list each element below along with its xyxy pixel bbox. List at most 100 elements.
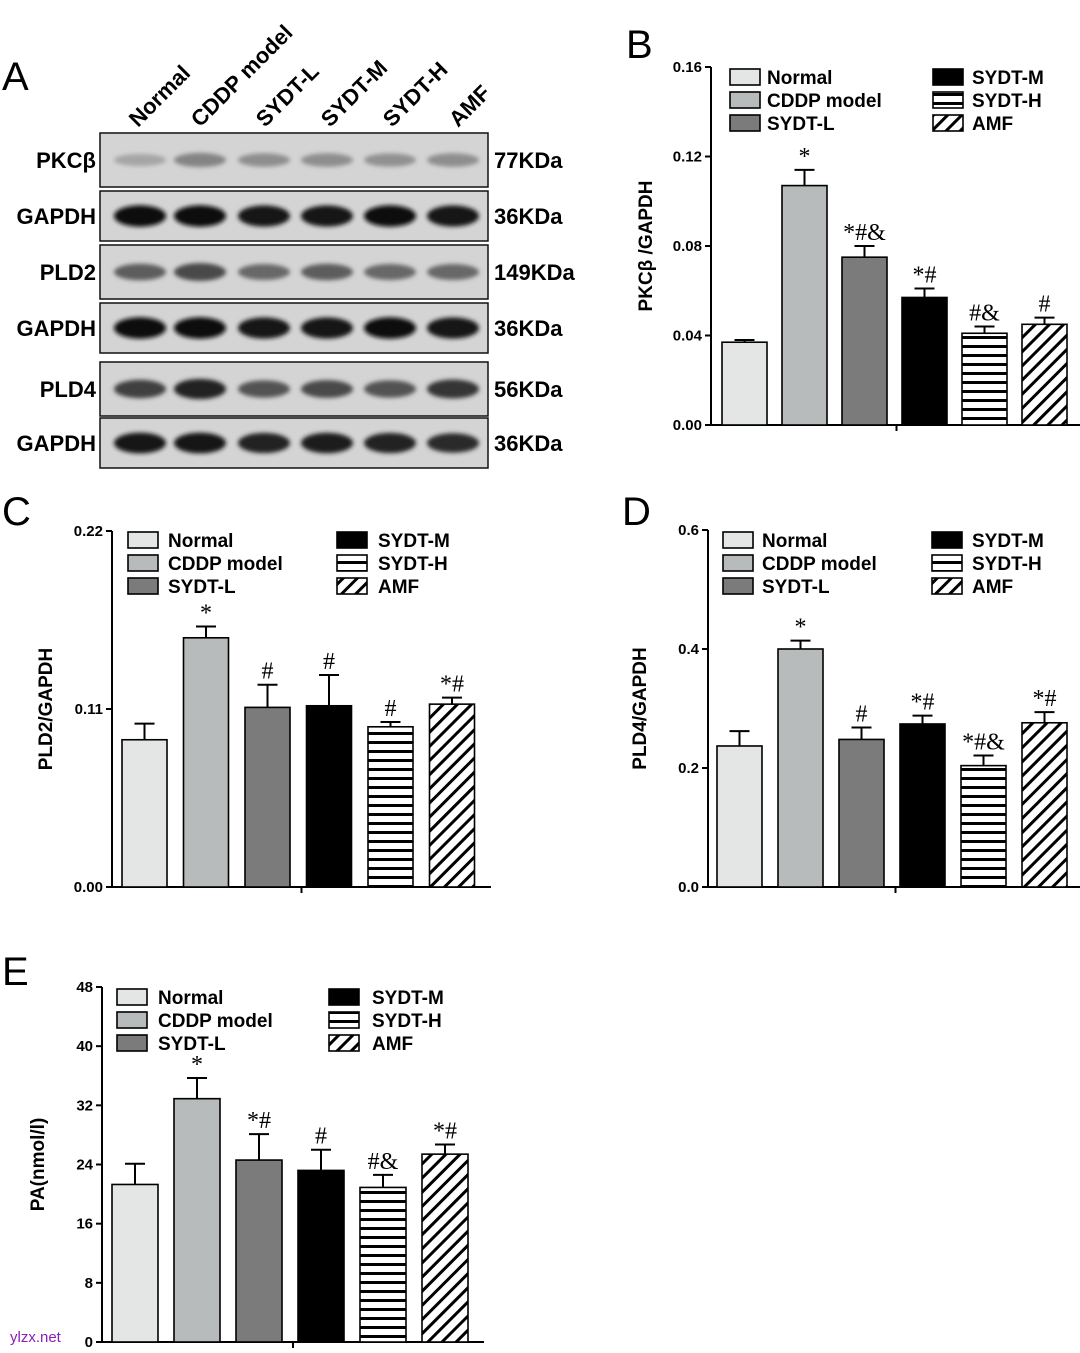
blot-band bbox=[238, 264, 290, 280]
legend-label-normal: Normal bbox=[158, 988, 223, 1009]
protein-label: PLD4 bbox=[40, 377, 97, 402]
significance-label: *#& bbox=[843, 220, 886, 246]
legend-swatch-sydt-l bbox=[722, 577, 754, 595]
chart-e-pa: E 0 8 16 24 32 40 48 PA(nmol/l) * *# # #& *# NormalCDD… bbox=[2, 950, 484, 1351]
bar-sydt-h bbox=[359, 1186, 407, 1343]
legend-label-sydt-m: SYDT-M bbox=[372, 988, 444, 1009]
legend-swatch-amf bbox=[328, 1034, 360, 1052]
bar-sydt-m bbox=[297, 1169, 345, 1343]
blot-band bbox=[427, 264, 479, 280]
bar-normal bbox=[716, 745, 763, 888]
significance-label: *#& bbox=[962, 730, 1005, 756]
y-tick-label: 8 bbox=[85, 1275, 93, 1292]
blot-row-gapdh: GAPDH 36KDa bbox=[17, 190, 563, 242]
blot-band bbox=[174, 263, 226, 281]
blot-band bbox=[427, 317, 479, 339]
y-tick-label: 40 bbox=[76, 1038, 93, 1055]
legend-label-amf: AMF bbox=[372, 1034, 413, 1055]
bar-amf bbox=[1021, 323, 1068, 426]
molecular-weight-label: 77KDa bbox=[494, 148, 563, 173]
y-tick-label: 32 bbox=[76, 1097, 93, 1114]
blot-band bbox=[114, 263, 166, 281]
significance-label: * bbox=[200, 600, 212, 626]
blot-band bbox=[364, 432, 416, 454]
watermark-text: ylzx.net bbox=[10, 1329, 62, 1346]
protein-label: GAPDH bbox=[17, 431, 96, 456]
bar-sydt-l bbox=[841, 256, 888, 426]
bar-normal bbox=[721, 341, 768, 426]
panel-letter-c: C bbox=[2, 490, 31, 534]
panel-letter-b: B bbox=[626, 23, 653, 67]
legend-swatch-amf bbox=[932, 114, 964, 132]
significance-label: * bbox=[191, 1052, 203, 1078]
blot-row-pkc: PKCβ 77KDa bbox=[36, 132, 563, 188]
legend-swatch-sydt-m bbox=[328, 988, 360, 1006]
blot-band bbox=[364, 153, 416, 167]
panel-letter-d: D bbox=[622, 490, 651, 534]
y-tick-label: 48 bbox=[76, 979, 93, 996]
blot-band bbox=[427, 379, 479, 399]
blot-band bbox=[301, 432, 353, 454]
significance-label: *# bbox=[247, 1108, 271, 1134]
bar-cddp-model bbox=[777, 648, 824, 888]
molecular-weight-label: 36KDa bbox=[494, 316, 563, 341]
panel-letter-a: A bbox=[2, 55, 29, 99]
blot-membrane bbox=[99, 190, 489, 242]
y-tick-label: 24 bbox=[76, 1157, 93, 1174]
legend-swatch-cddp-model bbox=[127, 554, 159, 572]
bar-normal bbox=[121, 738, 168, 888]
panel-letter-e: E bbox=[2, 950, 29, 994]
molecular-weight-label: 36KDa bbox=[494, 204, 563, 229]
y-tick-label: 0.6 bbox=[678, 522, 699, 539]
legend-label-sydt-l: SYDT-L bbox=[168, 577, 236, 598]
y-axis-title: PLD4/GAPDH bbox=[630, 647, 651, 769]
blot-band bbox=[238, 317, 290, 339]
lane-label-normal: Normal bbox=[124, 60, 195, 131]
blot-band bbox=[114, 432, 166, 454]
y-tick-label: 0.12 bbox=[673, 149, 702, 166]
legend-swatch-sydt-l bbox=[729, 114, 761, 132]
legend-label-normal: Normal bbox=[168, 531, 233, 552]
legend-swatch-sydt-l bbox=[127, 577, 159, 595]
significance-label: #& bbox=[368, 1149, 399, 1175]
blot-band bbox=[427, 433, 479, 453]
blot-row-pld2: PLD2 149KDa bbox=[40, 244, 575, 300]
y-tick-label: 0.4 bbox=[678, 641, 700, 658]
blot-band bbox=[301, 153, 353, 167]
significance-label: *# bbox=[911, 690, 935, 716]
legend-label-sydt-m: SYDT-M bbox=[972, 68, 1044, 89]
blot-row-gapdh: GAPDH 36KDa bbox=[17, 302, 563, 354]
blot-band bbox=[364, 317, 416, 339]
lane-label-sydt-m: SYDT-M bbox=[316, 55, 392, 131]
chart-b-pkcb: B 0.00 0.04 0.08 0.12 0.16 PKCβ /GAPDH * *#& *# #&… bbox=[626, 23, 1080, 434]
legend-swatch-sydt-m bbox=[931, 531, 963, 549]
legend-label-normal: Normal bbox=[767, 68, 832, 89]
significance-label: # bbox=[262, 659, 274, 685]
significance-label: *# bbox=[440, 672, 464, 698]
legend-swatch-normal bbox=[116, 988, 148, 1006]
blot-band bbox=[174, 152, 226, 168]
blot-band bbox=[114, 379, 166, 399]
legend-swatch-normal bbox=[722, 531, 754, 549]
bar-sydt-m bbox=[899, 723, 946, 888]
y-tick-label: 0.16 bbox=[673, 59, 702, 76]
y-axis-title: PKCβ /GAPDH bbox=[636, 181, 657, 312]
blot-band bbox=[427, 153, 479, 167]
legend-label-sydt-l: SYDT-L bbox=[767, 114, 835, 135]
significance-label: *# bbox=[433, 1119, 457, 1145]
significance-label: # bbox=[315, 1124, 327, 1150]
legend-label-sydt-h: SYDT-H bbox=[972, 554, 1042, 575]
legend-label-sydt-l: SYDT-L bbox=[762, 577, 830, 598]
protein-label: PKCβ bbox=[36, 148, 96, 173]
bar-sydt-l bbox=[235, 1159, 283, 1343]
bar-sydt-h bbox=[961, 332, 1008, 426]
legend-swatch-cddp-model bbox=[722, 554, 754, 572]
significance-label: # bbox=[856, 702, 868, 728]
bar-cddp-model bbox=[173, 1097, 221, 1343]
bar-normal bbox=[111, 1183, 159, 1343]
legend-label-sydt-m: SYDT-M bbox=[972, 531, 1044, 552]
blot-band bbox=[427, 205, 479, 227]
legend-label-cddp-model: CDDP model bbox=[168, 554, 283, 575]
